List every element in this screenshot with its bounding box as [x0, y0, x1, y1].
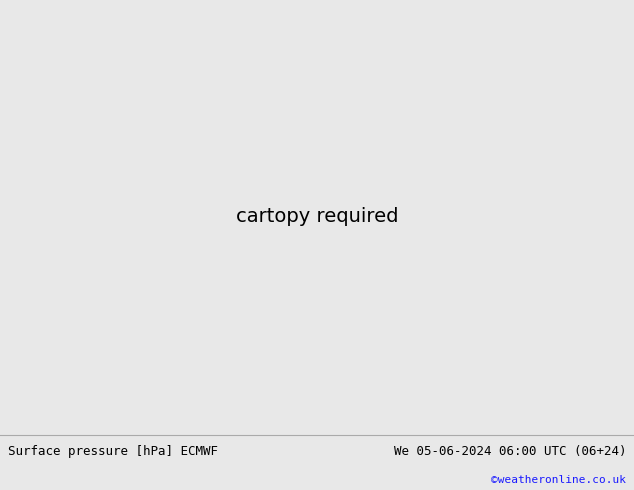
Text: Surface pressure [hPa] ECMWF: Surface pressure [hPa] ECMWF [8, 445, 217, 458]
Text: ©weatheronline.co.uk: ©weatheronline.co.uk [491, 475, 626, 485]
Text: We 05-06-2024 06:00 UTC (06+24): We 05-06-2024 06:00 UTC (06+24) [394, 445, 626, 458]
Text: cartopy required: cartopy required [236, 207, 398, 226]
